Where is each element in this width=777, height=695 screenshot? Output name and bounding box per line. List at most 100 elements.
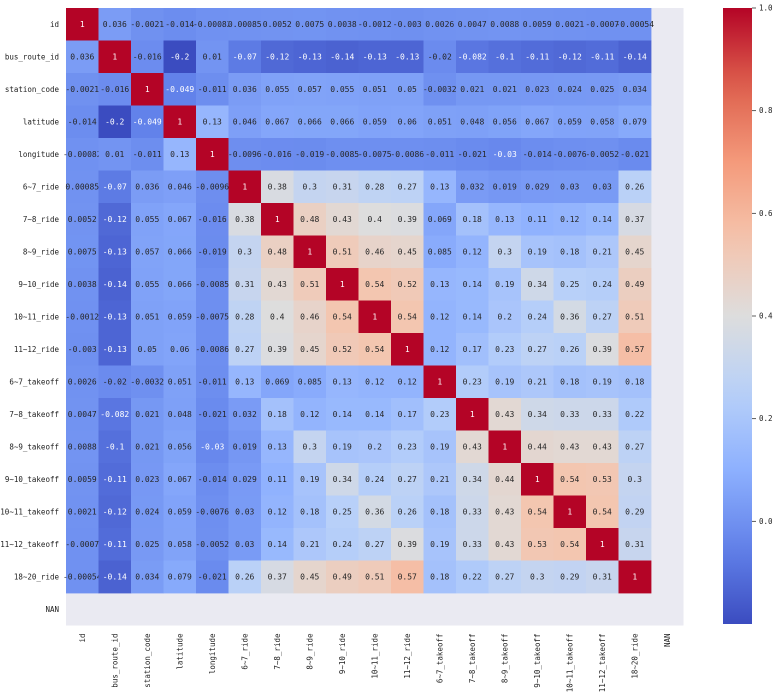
cell-value-label: 0.051	[363, 85, 387, 94]
cell-value-label: 0.52	[333, 345, 352, 354]
y-tick-label: 9~10_takeoff	[5, 475, 59, 484]
cell-value-label: 0.53	[528, 540, 547, 549]
cell-value-label: 0.019	[233, 442, 257, 451]
cell-value-label: -0.0052	[585, 150, 619, 159]
cell-value-label: 0.13	[495, 215, 514, 224]
heatmap-cell	[358, 268, 392, 301]
heatmap-cell	[423, 495, 457, 529]
heatmap-cell	[456, 560, 489, 594]
cell-value-label: 0.22	[625, 410, 644, 419]
cell-value-label: -0.11	[525, 52, 549, 61]
cell-value-label: 0.12	[365, 377, 384, 386]
heatmap-cell	[261, 268, 294, 301]
cell-value-label: 0.036	[135, 182, 159, 191]
cell-value-label: 0.3	[238, 247, 253, 256]
heatmap-cell	[423, 138, 457, 171]
heatmap-cell	[553, 105, 587, 139]
colorbar-tick-label: 0.8	[759, 106, 773, 115]
heatmap-cell	[423, 203, 457, 236]
cell-value-label: -0.0085	[195, 280, 229, 289]
cell-value-label: -0.011	[198, 85, 227, 94]
heatmap-cell	[521, 333, 554, 366]
cell-value-label: -0.13	[103, 345, 127, 354]
heatmap-cell	[553, 398, 587, 431]
x-tick-label: 11~12_takeoff	[598, 634, 607, 693]
heatmap-cell	[66, 235, 99, 269]
heatmap-cell	[586, 398, 619, 431]
cell-value-label: 0.28	[235, 312, 254, 321]
cell-value-label: 0.036	[233, 85, 257, 94]
heatmap-cell	[488, 528, 522, 561]
cell-value-label: 0.13	[268, 442, 287, 451]
heatmap-cell	[423, 333, 457, 366]
cell-value-label: 0.12	[268, 507, 287, 516]
cell-value-label: 0.12	[430, 345, 449, 354]
cell-value-label: 0.27	[528, 345, 547, 354]
cell-value-label: 0.46	[365, 247, 384, 256]
cell-value-label: 0.31	[593, 572, 612, 581]
heatmap-cell	[488, 105, 522, 139]
heatmap-cell	[228, 333, 262, 366]
heatmap-cell	[488, 235, 522, 269]
heatmap-cell	[521, 300, 554, 334]
cell-value-label: 0.066	[330, 117, 354, 126]
cell-value-label: 0.046	[168, 182, 192, 191]
heatmap-cell	[391, 40, 424, 74]
cell-value-label: 0.34	[528, 410, 547, 419]
heatmap-cell	[456, 105, 489, 139]
cell-value-label: -0.11	[103, 540, 127, 549]
heatmap-cell	[586, 203, 619, 236]
heatmap-cell	[293, 398, 327, 431]
cell-value-label: 0.034	[135, 572, 159, 581]
heatmap-cell	[488, 300, 522, 334]
heatmap-cell	[98, 300, 132, 334]
heatmap-cell	[456, 268, 489, 301]
y-tick-label: 11~12_ride	[14, 345, 60, 354]
cell-value-label: 0.39	[268, 345, 287, 354]
cell-value-label: 0.43	[495, 540, 514, 549]
heatmap-cell	[326, 300, 359, 334]
heatmap-cell	[553, 560, 587, 594]
heatmap-cell	[196, 203, 229, 236]
cell-value-label: -0.0075	[358, 150, 392, 159]
heatmap-cell	[521, 398, 554, 431]
heatmap-cell	[391, 528, 424, 561]
cell-value-label: -0.00054	[615, 20, 654, 29]
heatmap-cell	[293, 268, 327, 301]
heatmap-cell	[488, 268, 522, 301]
cell-value-label: 0.058	[168, 540, 192, 549]
heatmap-cell	[423, 73, 457, 106]
cell-value-label: -0.03	[200, 442, 224, 451]
cell-value-label: 0.0047	[68, 410, 97, 419]
cell-value-label: 0.0052	[263, 20, 292, 29]
cell-value-label: 0.21	[430, 475, 449, 484]
cell-value-label: 0.33	[463, 507, 482, 516]
heatmap-cell	[423, 105, 457, 139]
heatmap-cell	[66, 463, 99, 496]
heatmap-cell	[131, 138, 164, 171]
cell-value-label: 0.18	[430, 507, 449, 516]
cell-value-label: 0.051	[135, 312, 159, 321]
cell-value-label: -0.00082	[63, 150, 102, 159]
cell-value-label: 1	[177, 117, 182, 126]
cell-value-label: 0.13	[430, 182, 449, 191]
cell-value-label: -0.02	[428, 52, 452, 61]
cell-value-label: -0.07	[103, 182, 127, 191]
heatmap-cell	[131, 398, 164, 431]
cell-value-label: -0.13	[363, 52, 387, 61]
cell-value-label: -0.12	[558, 52, 582, 61]
cell-value-label: 0.45	[398, 247, 417, 256]
cell-value-label: -0.0086	[195, 345, 229, 354]
cell-value-label: -0.016	[100, 85, 129, 94]
cell-value-label: 0.067	[168, 215, 192, 224]
heatmap-cell	[586, 40, 619, 74]
cell-value-label: 0.51	[365, 572, 384, 581]
cell-value-label: -0.07	[233, 52, 257, 61]
cell-value-label: 0.23	[463, 377, 482, 386]
heatmap-cell	[521, 430, 554, 464]
heatmap-cell	[293, 365, 327, 399]
x-tick-label: 6~7_takeoff	[435, 634, 444, 684]
cell-value-label: 1	[632, 572, 637, 581]
heatmap-cell	[66, 365, 99, 399]
cell-value-label: 0.055	[330, 85, 354, 94]
